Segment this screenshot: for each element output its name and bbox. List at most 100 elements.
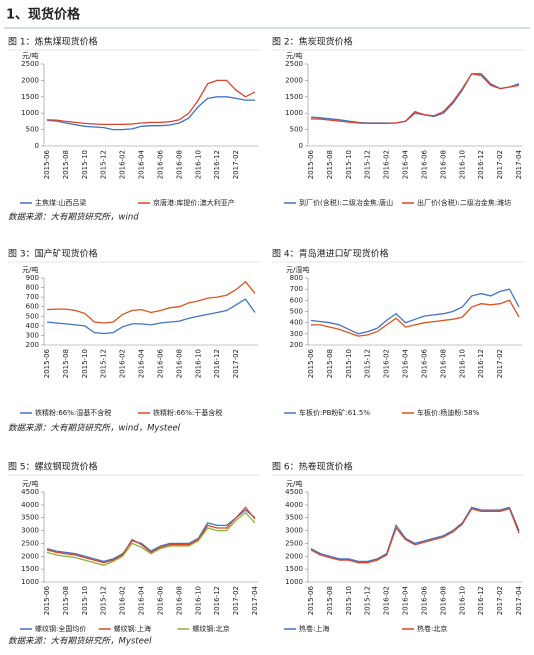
legend-label: 车板价:杨迪粉:58% (417, 408, 480, 417)
x-tick-label: 2015-10 (81, 349, 89, 378)
x-tick-label: 2016-04 (138, 585, 146, 615)
x-tick-label: 2015-12 (364, 150, 372, 179)
x-tick-label: 2016-12 (213, 586, 221, 615)
y-tick-label: 3500 (21, 514, 39, 522)
x-tick-label: 2017-04 (515, 585, 523, 615)
legend-label: 螺纹钢:全国均价 (35, 624, 86, 633)
y-tick-label: 4000 (285, 501, 303, 509)
y-tick-label: 300 (26, 331, 39, 339)
x-tick-label: 2016-08 (439, 150, 447, 179)
source-note: 数据来源：大有期货研究所，wind，Mysteel (8, 423, 181, 434)
x-tick-label: 2017-04 (251, 585, 259, 615)
source-note: 数据来源：大有期货研究所，Mysteel (8, 636, 152, 647)
series-line (310, 506, 520, 563)
y-tick-label: 4500 (21, 488, 39, 496)
x-tick-label: 2016-10 (458, 150, 466, 179)
chart-title: 图 6：热卷现货价格 (272, 461, 353, 473)
y-tick-label: 1000 (285, 578, 303, 586)
x-tick-label: 2016-10 (458, 586, 466, 615)
x-tick-label: 2015-08 (62, 150, 70, 179)
chart-title: 图 2：焦炭现货价格 (272, 36, 353, 48)
y-tick-label: 2000 (285, 552, 303, 560)
series-line (310, 73, 520, 125)
x-tick-label: 2015-10 (345, 150, 353, 179)
y-tick-label: 2500 (21, 539, 39, 547)
series-line (46, 511, 256, 566)
series-line (46, 298, 256, 335)
legend-label: 车板价:PB粉矿:61.5% (299, 408, 370, 417)
x-tick-label: 2016-02 (383, 150, 391, 179)
y-tick-label: 700 (26, 293, 39, 301)
x-tick-label: 2015-06 (307, 585, 315, 615)
x-tick-label: 2016-10 (194, 150, 202, 179)
y-tick-label: 4500 (285, 488, 303, 496)
y-unit-label: 元/吨 (286, 479, 302, 488)
legend-label: 京唐港:库提价:澳大利亚产 (153, 198, 235, 207)
x-tick-label: 2015-06 (43, 585, 51, 615)
y-tick-label: 600 (290, 296, 303, 304)
y-unit-label: 元/吨 (22, 479, 38, 488)
x-tick-label: 2016-02 (383, 586, 391, 615)
y-tick-label: 500 (26, 312, 39, 320)
y-tick-label: 300 (290, 330, 303, 338)
legend-label: 热卷:上海 (299, 624, 329, 633)
x-tick-label: 2016-06 (420, 149, 428, 179)
y-unit-label: 元/吨 (22, 51, 38, 60)
y-tick-label: 3500 (285, 514, 303, 522)
x-tick-label: 2015-08 (62, 586, 70, 615)
x-tick-label: 2017-02 (496, 586, 504, 615)
legend-label: 主焦煤:山西吕梁 (35, 198, 86, 207)
x-tick-label: 2016-08 (175, 150, 183, 179)
chart-title: 图 1：炼焦煤现货价格 (8, 36, 98, 48)
y-unit-label: 元/吨 (286, 51, 302, 60)
legend-label: 螺纹钢:上海 (114, 624, 151, 633)
x-tick-label: 2016-08 (439, 349, 447, 378)
x-tick-label: 2016-04 (402, 585, 410, 615)
x-tick-label: 2015-08 (326, 349, 334, 378)
legend-label: 到厂价(含税):二级冶金焦:唐山 (299, 198, 393, 207)
y-tick-label: 0 (35, 142, 39, 150)
y-tick-label: 1500 (21, 93, 39, 101)
y-unit-label: 元/湿吨 (286, 265, 309, 274)
x-tick-label: 2017-02 (496, 150, 504, 179)
x-tick-label: 2015-10 (345, 586, 353, 615)
x-tick-label: 2016-04 (138, 149, 146, 179)
series-line (46, 280, 256, 324)
y-tick-label: 4000 (21, 501, 39, 509)
x-tick-label: 2015-12 (364, 586, 372, 615)
y-tick-label: 1000 (285, 109, 303, 117)
x-tick-label: 2016-12 (477, 150, 485, 179)
x-tick-label: 2016-10 (458, 349, 466, 378)
y-tick-label: 500 (26, 126, 39, 134)
y-tick-label: 3000 (285, 527, 303, 535)
x-tick-label: 2015-06 (43, 149, 51, 179)
section-heading: 1、现货价格 (6, 7, 81, 23)
series-line (46, 96, 255, 131)
y-tick-label: 800 (290, 274, 303, 282)
series-line (46, 79, 256, 126)
x-tick-label: 2015-08 (326, 150, 334, 179)
x-tick-label: 2016-06 (156, 149, 164, 179)
x-tick-label: 2017-02 (496, 349, 504, 378)
x-tick-label: 2015-06 (43, 348, 51, 378)
x-tick-label: 2016-12 (213, 349, 221, 378)
x-tick-label: 2016-10 (194, 349, 202, 378)
y-tick-label: 700 (290, 285, 303, 293)
y-tick-label: 800 (26, 284, 39, 292)
y-tick-label: 2500 (285, 60, 303, 68)
x-tick-label: 2016-04 (402, 348, 410, 378)
x-tick-label: 2016-10 (194, 586, 202, 615)
y-tick-label: 900 (26, 274, 39, 282)
x-tick-label: 2016-12 (477, 586, 485, 615)
x-tick-label: 2016-02 (119, 150, 127, 179)
legend-label: 铁精粉:66%:湿基不含税 (35, 408, 111, 417)
x-tick-label: 2016-02 (383, 349, 391, 378)
x-tick-label: 2016-06 (420, 348, 428, 378)
chart-title: 图 5：螺纹钢现货价格 (8, 461, 98, 473)
series-line (310, 73, 520, 124)
x-tick-label: 2015-12 (100, 586, 108, 615)
y-tick-label: 2500 (21, 60, 39, 68)
series-line (311, 299, 520, 337)
x-tick-label: 2016-06 (156, 585, 164, 615)
